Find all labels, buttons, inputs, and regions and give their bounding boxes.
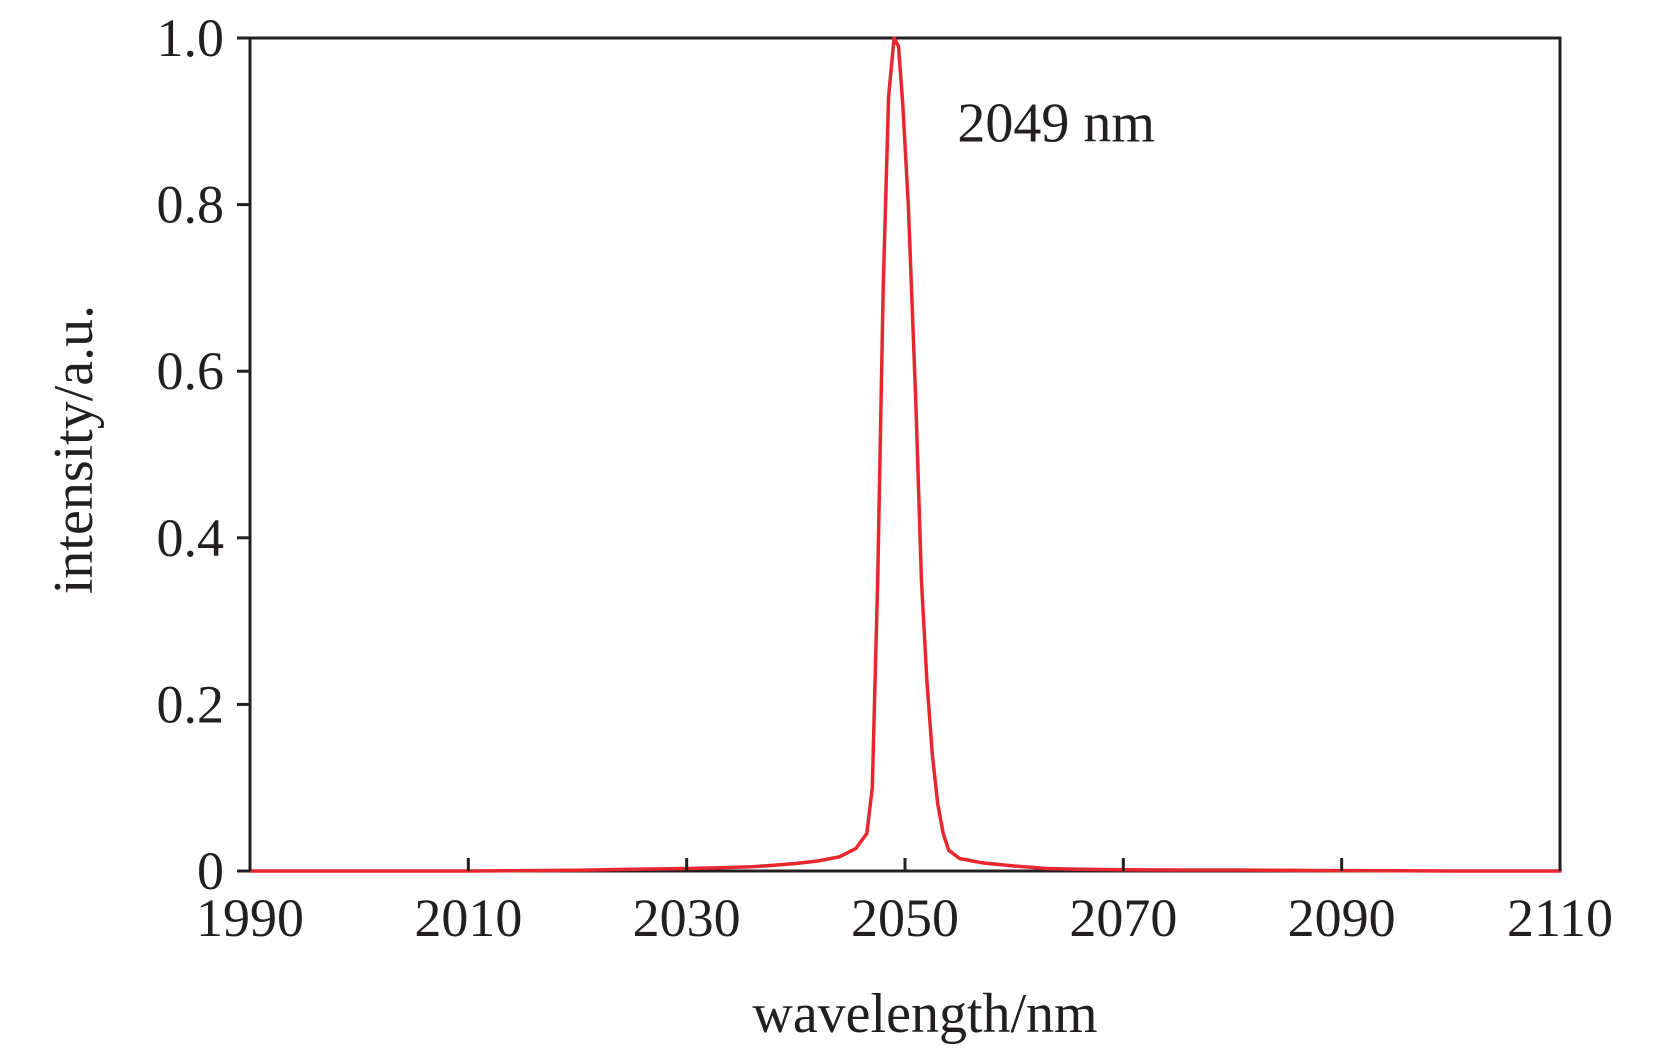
- x-tick-label: 1990: [196, 888, 304, 948]
- spectrum-line: [248, 36, 1562, 873]
- x-tick-label: 2010: [414, 888, 522, 948]
- x-tick-label: 2090: [1288, 888, 1396, 948]
- y-tick-label: 0.2: [157, 674, 225, 734]
- x-tick-label: 2070: [1069, 888, 1177, 948]
- y-tick-label: 0.8: [157, 175, 225, 235]
- y-tick-label: 0.4: [157, 508, 225, 568]
- annotation-layer: 2049 nm: [957, 92, 1155, 154]
- x-axis-label: wavelength/nm: [752, 983, 1097, 1045]
- x-axis-ticks: 1990 2010 2030 2050 2070 2090 2110: [196, 858, 1613, 948]
- y-tick-label: 1.0: [157, 8, 225, 68]
- series-layer: [248, 36, 1562, 873]
- x-tick-label: 2110: [1507, 888, 1613, 948]
- y-axis-label: intensity/a.u.: [43, 305, 105, 594]
- peak-annotation: 2049 nm: [957, 92, 1155, 154]
- x-tick-label: 2030: [633, 888, 741, 948]
- x-tick-label: 2050: [851, 888, 959, 948]
- y-axis-ticks: 0 0.2 0.4 0.6 0.8 1.0: [157, 8, 250, 901]
- y-tick-label: 0: [197, 841, 224, 901]
- y-tick-label: 0.6: [157, 341, 225, 401]
